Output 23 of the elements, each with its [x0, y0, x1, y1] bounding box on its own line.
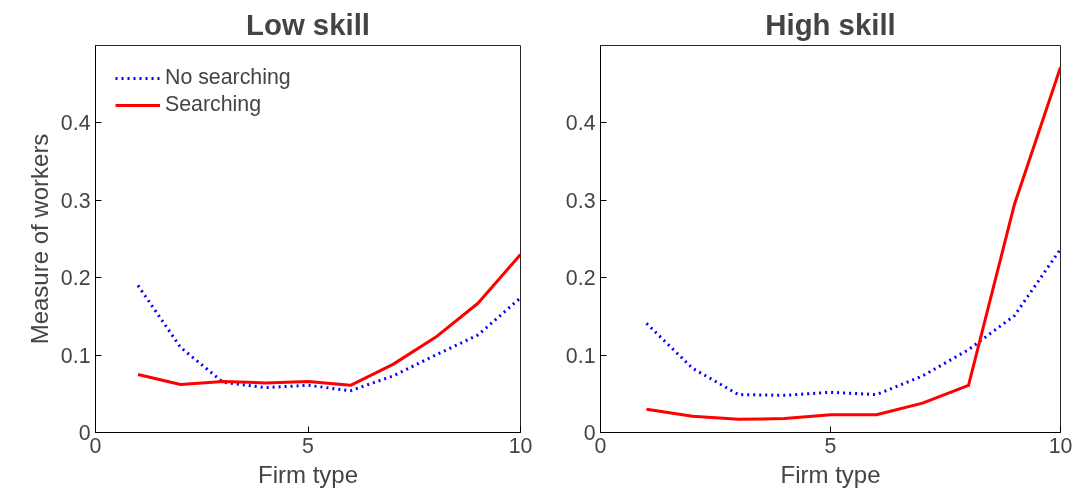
chart-title: Low skill	[246, 7, 370, 41]
x-axis-title: Firm type	[258, 460, 359, 488]
y-tick-label: 0.4	[60, 111, 91, 136]
line-series	[136, 283, 521, 393]
legend-label: Searching	[165, 92, 262, 117]
x-tick-label: 10	[508, 433, 533, 458]
x-axis-title: Firm type	[780, 460, 881, 488]
line-series	[645, 247, 1061, 397]
chart-title: High skill	[765, 7, 896, 41]
y-axis-title: Measure of workers	[25, 133, 53, 345]
x-tick-label: 5	[824, 433, 837, 458]
y-tick-label: 0.1	[565, 343, 596, 368]
y-tick-label: 0.3	[565, 188, 596, 213]
y-tick-label: 0.1	[60, 343, 91, 368]
x-tick-label: 10	[1048, 433, 1073, 458]
line-series	[645, 65, 1061, 421]
y-tick-label: 0.2	[60, 266, 91, 291]
y-tick-label: 0.3	[60, 188, 91, 213]
y-tick-label: 0.2	[565, 266, 596, 291]
line-series	[136, 252, 521, 387]
y-tick-label: 0.4	[565, 111, 596, 136]
legend-label: No searching	[165, 65, 291, 90]
x-tick-label: 5	[302, 433, 314, 458]
